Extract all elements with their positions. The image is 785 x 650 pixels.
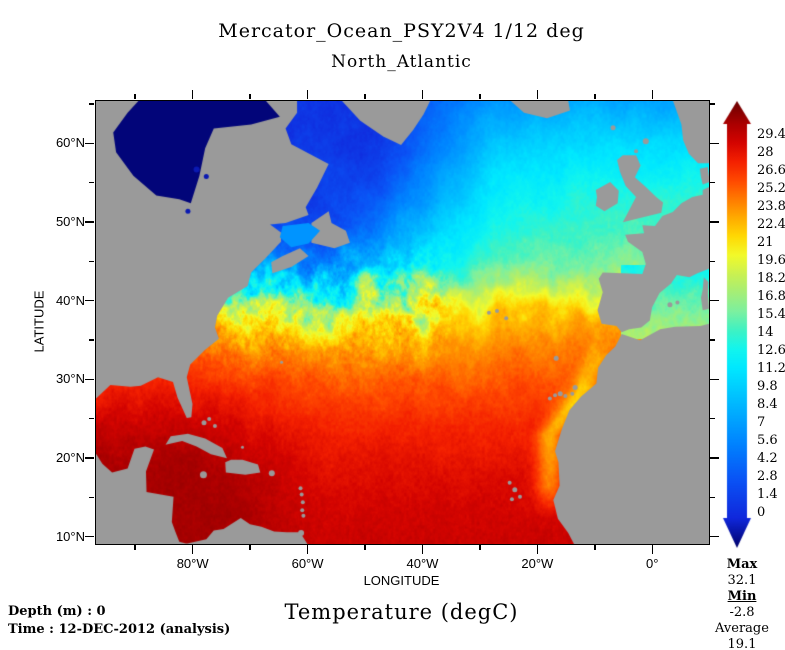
tick-mark xyxy=(84,299,94,302)
tick-mark xyxy=(88,181,94,184)
tick-mark xyxy=(479,544,481,550)
y-tick-label: 50°N xyxy=(55,213,85,229)
x-tick-label: 60°W xyxy=(291,556,324,571)
tick-mark xyxy=(306,89,309,99)
tick-mark xyxy=(709,142,719,145)
tick-mark xyxy=(88,496,94,499)
y-tick-label: 30°N xyxy=(55,371,85,387)
tick-mark xyxy=(709,417,715,420)
figure-title: Mercator_Ocean_PSY2V4 1/12 deg xyxy=(218,20,585,42)
x-tick-label: 20°W xyxy=(521,556,554,571)
tick-mark xyxy=(709,339,715,341)
stats-block: Max 32.1 Min -2.8 Average 19.1 xyxy=(705,557,779,650)
colorbar-tick-label: 8.4 xyxy=(757,397,778,412)
colorbar-tick-label: 26.6 xyxy=(757,163,785,178)
tick-mark xyxy=(84,378,94,381)
colorbar-tick-label: 7 xyxy=(757,415,766,430)
x-tick-label: 40°W xyxy=(406,556,439,571)
tick-mark xyxy=(249,93,251,99)
footer-block: Depth (m) : 0 Time : 12-DEC-2012 (analys… xyxy=(8,603,230,639)
colorbar-tick-label: 0 xyxy=(757,505,766,520)
tick-mark xyxy=(709,457,719,459)
colorbar-tick-label: 14 xyxy=(757,325,774,340)
colorbar-tick-label: 11.2 xyxy=(757,361,785,376)
tick-mark xyxy=(709,221,719,223)
colorbar-tick-label: 16.8 xyxy=(757,289,785,304)
colorbar-tick-label: 29.4 xyxy=(757,127,785,142)
x-tick-label: 80°W xyxy=(176,556,209,571)
tick-mark xyxy=(651,89,654,99)
tick-mark xyxy=(421,89,424,99)
tick-mark xyxy=(249,544,251,550)
x-axis-title: LONGITUDE xyxy=(363,573,440,588)
x-tick-label: 0° xyxy=(646,556,659,571)
stats-max-value: 32.1 xyxy=(727,573,757,588)
y-tick-label: 10°N xyxy=(55,528,85,544)
colorbar-tick-label: 23.8 xyxy=(757,199,785,214)
colorbar-tick-label: 5.6 xyxy=(757,433,778,448)
tick-mark xyxy=(421,544,424,554)
colorbar-tick-label: 28 xyxy=(757,145,774,160)
colorbar-tick-label: 25.2 xyxy=(757,181,785,196)
tick-mark xyxy=(134,544,136,550)
tick-mark xyxy=(536,89,539,99)
stats-min-label: Min xyxy=(727,589,757,604)
tick-mark xyxy=(651,544,654,554)
colorbar-canvas xyxy=(721,99,753,551)
map-panel xyxy=(95,100,710,545)
tick-mark xyxy=(709,299,719,302)
tick-mark xyxy=(709,181,715,184)
tick-mark xyxy=(709,496,715,499)
colorbar-tick-label: 15.4 xyxy=(757,307,785,322)
tick-mark xyxy=(191,89,194,99)
tick-mark xyxy=(364,544,366,550)
colorbar-tick-label: 4.2 xyxy=(757,451,778,466)
time-label: Time : 12-DEC-2012 (analysis) xyxy=(8,622,231,637)
stats-min-value: -2.8 xyxy=(729,605,755,620)
depth-label: Depth (m) : 0 xyxy=(8,604,106,619)
tick-mark xyxy=(306,544,309,554)
colorbar-tick-label: 22.4 xyxy=(757,217,785,232)
tick-mark xyxy=(88,103,94,105)
colorbar-tick-label: 9.8 xyxy=(757,379,778,394)
colorbar-tick-label: 18.2 xyxy=(757,271,785,286)
figure-region-subtitle: North_Atlantic xyxy=(331,52,472,72)
tick-mark xyxy=(364,93,366,99)
stats-max-label: Max xyxy=(726,557,758,572)
y-tick-label: 40°N xyxy=(55,292,85,308)
tick-mark xyxy=(84,535,94,538)
tick-mark xyxy=(479,93,481,99)
tick-mark xyxy=(84,221,94,223)
colorbar-tick-label: 21 xyxy=(757,235,774,250)
stats-average-label: Average xyxy=(715,621,769,636)
tick-mark xyxy=(88,260,94,263)
colorbar-tick-label: 2.8 xyxy=(757,469,778,484)
y-tick-label: 20°N xyxy=(55,450,85,466)
tick-mark xyxy=(88,417,94,420)
tick-mark xyxy=(84,457,94,459)
colorbar-tick-label: 12.6 xyxy=(757,343,785,358)
tick-mark xyxy=(709,260,715,263)
tick-mark xyxy=(709,378,719,381)
colorbar-tick-label: 19.6 xyxy=(757,253,785,268)
tick-mark xyxy=(84,142,94,145)
sst-map-canvas xyxy=(96,101,709,544)
tick-mark xyxy=(594,93,596,99)
tick-mark xyxy=(594,544,596,550)
variable-title: Temperature (degC) xyxy=(284,600,519,624)
stats-average-value: 19.1 xyxy=(727,637,757,650)
tick-mark xyxy=(134,93,136,99)
colorbar-tick-label: 1.4 xyxy=(757,487,778,502)
tick-mark xyxy=(536,544,539,554)
tick-mark xyxy=(709,535,719,538)
tick-mark xyxy=(709,103,715,105)
tick-mark xyxy=(191,544,194,554)
y-tick-label: 60°N xyxy=(55,135,85,151)
tick-mark xyxy=(88,339,94,341)
